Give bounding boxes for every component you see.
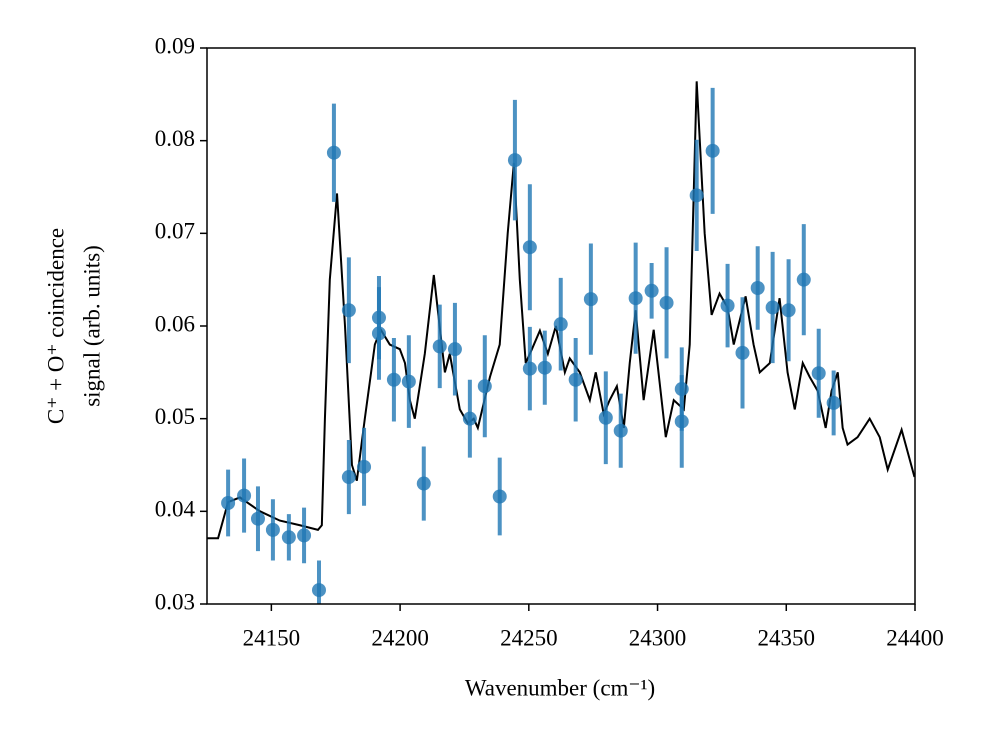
x-tick-label: 24200 <box>371 625 429 650</box>
data-point <box>432 339 447 354</box>
data-point <box>522 361 537 376</box>
data-point <box>477 379 492 394</box>
data-point <box>416 476 431 491</box>
data-point <box>720 298 735 313</box>
y-tick-label: 0.07 <box>155 219 195 244</box>
x-tick-label: 24400 <box>886 625 944 650</box>
data-point <box>796 272 811 287</box>
data-point <box>341 303 356 318</box>
plot-area <box>207 81 915 604</box>
data-point <box>674 414 689 429</box>
plot-frame <box>206 47 916 605</box>
data-point <box>492 489 507 504</box>
data-point <box>598 410 613 425</box>
data-point <box>750 281 765 296</box>
x-tick-label: 24250 <box>500 625 558 650</box>
x-tick-label: 24350 <box>758 625 816 650</box>
data-point <box>811 366 826 381</box>
data-point <box>326 145 341 160</box>
y-tick-label: 0.03 <box>155 589 195 614</box>
data-point <box>628 291 643 306</box>
data-point <box>297 528 312 543</box>
data-point <box>401 374 416 389</box>
data-point <box>250 511 265 526</box>
data-point <box>659 295 674 310</box>
data-point <box>357 459 372 474</box>
data-point <box>689 188 704 203</box>
data-point <box>371 326 386 341</box>
data-point <box>765 300 780 315</box>
y-axis-label-line: C⁺ + O⁺ coincidence <box>43 228 68 424</box>
data-point <box>613 423 628 438</box>
y-axis-label-line: signal (arb. units) <box>79 245 104 407</box>
x-axis-label: Wavenumber (cm⁻¹) <box>465 675 655 700</box>
data-point <box>553 317 568 332</box>
y-tick-label: 0.08 <box>155 126 195 151</box>
simulated-spectrum <box>207 81 915 540</box>
data-point <box>447 342 462 357</box>
data-point <box>281 530 296 545</box>
y-tick-label: 0.09 <box>155 33 195 58</box>
data-point <box>705 143 720 158</box>
x-tick-label: 24300 <box>629 625 687 650</box>
data-point <box>537 360 552 375</box>
data-point <box>341 470 356 485</box>
y-tick-label: 0.04 <box>155 497 196 522</box>
y-tick-label: 0.06 <box>155 311 195 336</box>
y-axis-label: C⁺ + O⁺ coincidence signal (arb. units) <box>43 228 104 424</box>
data-point <box>644 283 659 298</box>
data-point <box>507 153 522 168</box>
data-point <box>386 372 401 387</box>
x-tick-label: 24150 <box>243 625 301 650</box>
data-point <box>237 488 252 503</box>
data-point <box>265 522 280 537</box>
data-point <box>568 372 583 387</box>
data-point <box>826 395 841 410</box>
data-point <box>583 292 598 307</box>
y-tick-label: 0.05 <box>155 404 195 429</box>
data-point <box>522 240 537 255</box>
data-point <box>735 345 750 360</box>
data-point <box>462 411 477 426</box>
data-point <box>781 303 796 318</box>
data-point <box>221 495 236 510</box>
data-point <box>311 583 326 598</box>
